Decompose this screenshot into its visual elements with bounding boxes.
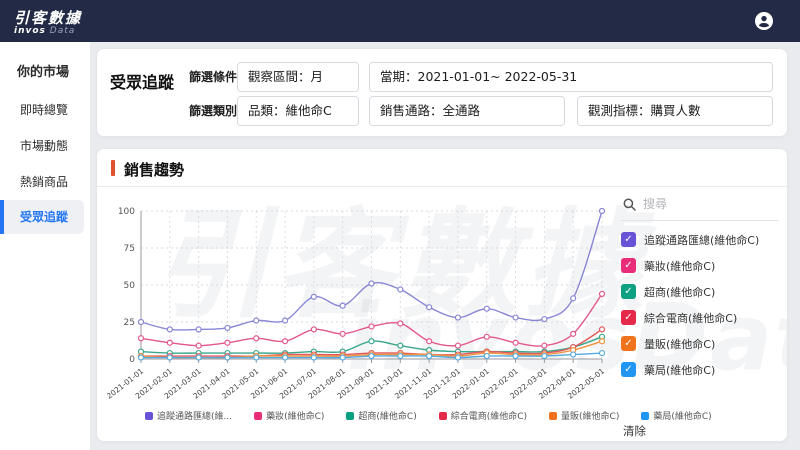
chart-title-row: 銷售趨勢 — [97, 149, 787, 187]
filter-conditions-label: 篩選條件 — [189, 70, 238, 84]
checkbox-checked-icon[interactable]: ✓ — [621, 258, 636, 273]
sidebar: 你的市場 即時總覽 市場動態 熱銷商品 受眾追蹤 — [0, 42, 90, 450]
checkbox-checked-icon[interactable]: ✓ — [621, 362, 636, 377]
legend-item-hypermarket[interactable]: 量販(維他命C) — [549, 409, 619, 422]
svg-text:50: 50 — [124, 281, 136, 291]
legend-swatch — [641, 411, 650, 420]
legend-swatch — [438, 411, 447, 420]
search-icon — [623, 198, 636, 211]
legend-swatch — [346, 411, 355, 420]
page-title: 受眾追蹤 — [110, 73, 175, 92]
checkbox-checked-icon[interactable]: ✓ — [621, 284, 636, 299]
sales-trend-chart[interactable]: 02550751002021-01-012021-02-012021-03-01… — [107, 199, 622, 404]
legend-swatch — [254, 411, 263, 420]
legend-search-row — [621, 193, 779, 221]
title-accent-bar — [111, 160, 115, 176]
sidebar-item-market-dynamics[interactable]: 市場動態 — [20, 139, 69, 153]
legend-item-convenience-store[interactable]: 超商(維他命C) — [346, 409, 417, 422]
legend-checkbox-row-pharmacy[interactable]: ✓ 藥局(維他命C) — [621, 362, 779, 377]
app-logo: 引客數據 invos Data — [14, 7, 82, 36]
user-account-icon[interactable] — [754, 11, 774, 31]
legend-item-pharmacy[interactable]: 藥局(維他命C) — [641, 409, 712, 422]
sidebar-item-realtime-overview[interactable]: 即時總覽 — [20, 103, 69, 117]
legend-checkbox-row-drugstore-cosmetics[interactable]: ✓ 藥妝(維他命C) — [621, 258, 779, 273]
legend-checkbox-row-ecommerce[interactable]: ✓ 綜合電商(維他命C) — [621, 310, 779, 325]
svg-text:0: 0 — [129, 355, 135, 365]
legend-item-total[interactable]: 追蹤通路匯總(維... — [145, 409, 232, 422]
legend-search-input[interactable] — [643, 197, 753, 211]
checkbox-checked-icon[interactable]: ✓ — [621, 336, 636, 351]
legend-swatch — [145, 411, 153, 420]
sidebar-item-audience-tracking[interactable]: 受眾追蹤 — [0, 200, 84, 234]
filter-category-label: 篩選類別 — [189, 104, 238, 118]
period-select[interactable]: 當期：2021-01-01~ 2022-05-31 — [369, 62, 773, 92]
logo-title: 引客數據 — [14, 9, 83, 27]
legend-checkbox-row-total[interactable]: ✓ 追蹤通路匯總(維他命C) — [621, 232, 779, 247]
legend-checkbox-row-hypermarket[interactable]: ✓ 量販(維他命C) — [621, 336, 779, 351]
observe-interval-select[interactable]: 觀察區間：月 — [237, 62, 359, 92]
series-legend-panel: ✓ 追蹤通路匯總(維他命C) ✓ 藥妝(維他命C) ✓ 超商(維他命C) ✓ 綜… — [621, 193, 779, 439]
top-bar: 引客數據 invos Data — [0, 0, 800, 42]
sales-channel-select[interactable]: 銷售通路：全通路 — [369, 96, 565, 126]
legend-item-ecommerce[interactable]: 綜合電商(維他命C) — [438, 409, 527, 422]
svg-text:75: 75 — [124, 244, 135, 254]
sidebar-item-hot-products[interactable]: 熱銷商品 — [20, 175, 69, 189]
svg-text:100: 100 — [118, 207, 135, 217]
checkbox-checked-icon[interactable]: ✓ — [621, 310, 636, 325]
category-select[interactable]: 品類：維他命C — [237, 96, 359, 126]
filter-card: 受眾追蹤 篩選條件 觀察區間：月 當期：2021-01-01~ 2022-05-… — [96, 48, 788, 137]
checkbox-checked-icon[interactable]: ✓ — [621, 232, 636, 247]
bottom-legend: 追蹤通路匯總(維... 藥妝(維他命C) 超商(維他命C) 綜合電商(維他命C)… — [145, 409, 712, 422]
svg-text:25: 25 — [124, 318, 135, 328]
legend-item-drugstore-cosmetics[interactable]: 藥妝(維他命C) — [254, 409, 324, 422]
legend-swatch — [549, 411, 558, 420]
sidebar-item-your-market[interactable]: 你的市場 — [17, 65, 70, 80]
legend-checkbox-row-convenience-store[interactable]: ✓ 超商(維他命C) — [621, 284, 779, 299]
chart-title: 銷售趨勢 — [124, 161, 185, 179]
clear-selection-button[interactable]: 清除 — [623, 424, 646, 438]
logo-subtitle: invos Data — [14, 26, 76, 36]
metric-select[interactable]: 觀測指標：購買人數 — [577, 96, 773, 126]
